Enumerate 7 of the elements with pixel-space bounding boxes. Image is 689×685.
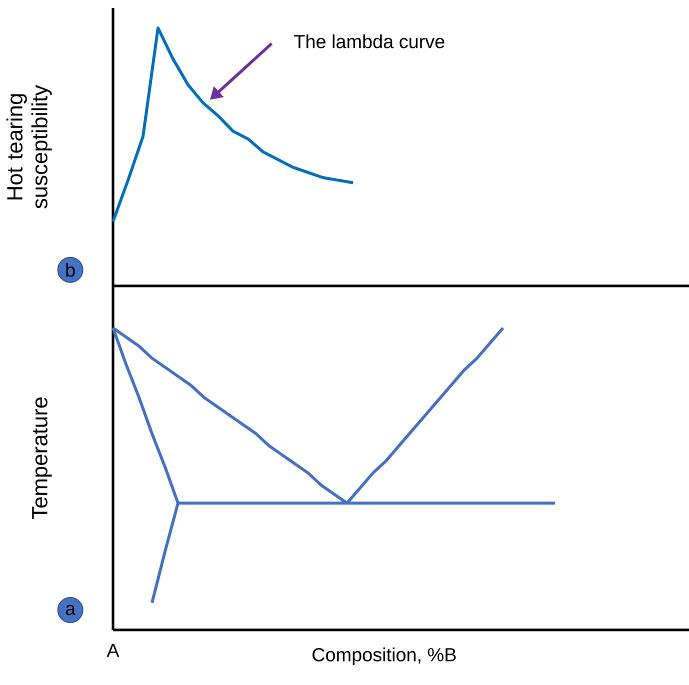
annotation: The lambda curve <box>294 34 444 48</box>
text: a <box>66 604 76 616</box>
text: A <box>106 644 120 657</box>
text: b <box>66 262 75 277</box>
y-axis-title: Temperature <box>32 397 52 520</box>
y-axis-title: Hot tearing susceptibility <box>6 84 52 208</box>
x-axis-title: Composition, %B <box>312 648 456 666</box>
